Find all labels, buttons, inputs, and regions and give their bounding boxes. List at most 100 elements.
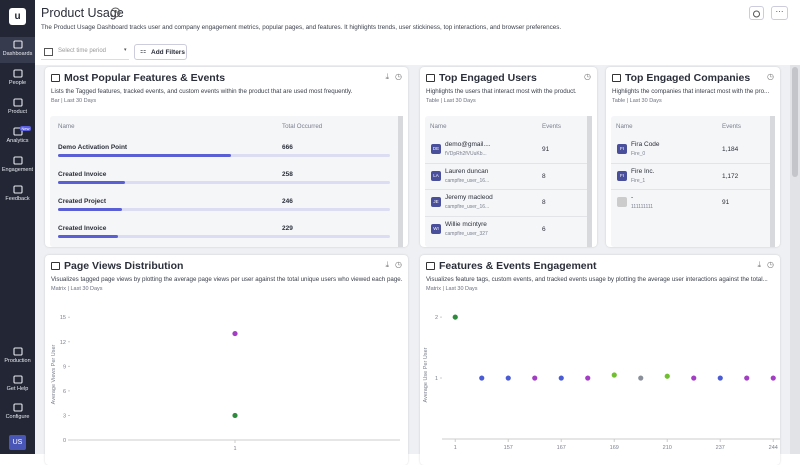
widget-description: Highlights the users that interact most …: [426, 88, 577, 95]
column-header: Name: [616, 123, 633, 130]
widget-description: Highlights the companies that interact m…: [612, 88, 770, 95]
widget-action[interactable]: ⤓: [757, 260, 761, 269]
y-tick-label: 9: [63, 364, 66, 370]
nav-item[interactable]: Configure: [0, 403, 35, 429]
scroll-track: [770, 116, 775, 247]
nav-label: Get Help: [6, 386, 29, 392]
data-point: [664, 373, 670, 379]
nav-label: Product: [8, 109, 27, 115]
sidebar: u Dashboards People Product Analytics New Eng…: [0, 0, 35, 454]
x-tick-label: 210: [663, 445, 672, 451]
widget-card: Page Views Distribution Visualizes tagged…: [45, 255, 408, 465]
nav-label: People: [8, 80, 27, 86]
row-id: Fire_1: [631, 177, 646, 184]
nav-item[interactable]: Feedback: [0, 182, 35, 208]
row-name: demo@gmail....: [445, 141, 491, 148]
nav-item[interactable]: Dashboards: [0, 37, 35, 63]
row-id: campfire_user_327: [445, 230, 488, 237]
avatar: FI: [617, 144, 627, 154]
row-divider: [425, 162, 587, 164]
data-point: [452, 314, 458, 320]
bar: [58, 154, 232, 157]
row-name: Willie mcintyre: [445, 220, 487, 228]
column-header: Name: [58, 123, 75, 130]
y-tick-label: 1: [435, 376, 438, 382]
data-point: [558, 375, 564, 381]
widget-action[interactable]: ⤓: [385, 72, 389, 81]
row-value: 666: [282, 144, 293, 151]
data-point: [770, 375, 776, 381]
nav-item[interactable]: Product: [0, 95, 35, 121]
row-name: Lauren duncan: [445, 167, 489, 175]
nav-item[interactable]: Analytics: [0, 124, 35, 150]
row-name: Created Invoice: [58, 225, 107, 232]
row-divider: [425, 215, 587, 217]
x-tick-label: 1: [233, 446, 236, 452]
nav-item[interactable]: Engagement: [0, 153, 35, 179]
row-events: 1,184: [722, 146, 739, 153]
row-events: 91: [542, 146, 550, 153]
data-point: [691, 375, 697, 381]
x-tick-label: 244: [769, 445, 778, 451]
bar: [58, 208, 122, 211]
nav-item[interactable]: Get Help: [0, 375, 35, 401]
column-header: Events: [542, 123, 561, 130]
widget-title: Top Engaged Companies: [625, 72, 751, 84]
table: Name Events DE demo@gmail.... fVDpRh2fVUuKb.…: [425, 116, 592, 247]
row-id: campfire_user_16...: [445, 177, 490, 184]
date-picker[interactable]: Select time period ▾: [41, 45, 129, 60]
widget-action[interactable]: ⤓: [385, 260, 389, 269]
more-button[interactable]: ···: [771, 6, 788, 20]
nav-label: Feedback: [5, 196, 30, 202]
help-icon[interactable]: ?: [110, 7, 121, 18]
widget-action[interactable]: ◷: [395, 260, 402, 269]
data-point: [479, 375, 485, 381]
chart: Average Views Per User 0 3 6 9 12 15 1: [51, 315, 400, 452]
table: Name Total Occurred Demo Activation Point 6…: [50, 116, 403, 247]
add-filters-button[interactable]: ⚏ Add Filters: [134, 44, 187, 60]
avatar: DE: [431, 144, 441, 154]
add-filters-label: Add Filters: [151, 49, 185, 56]
widget-action[interactable]: ◷: [584, 72, 591, 81]
y-tick-label: 6: [63, 389, 66, 395]
refresh-button[interactable]: [749, 6, 764, 20]
logo[interactable]: u: [9, 8, 26, 25]
scrollbar: [790, 65, 800, 454]
bar-track: [58, 235, 390, 238]
nav-item[interactable]: People: [0, 66, 35, 92]
nav-label: Dashboards: [2, 51, 33, 57]
row-value: 246: [282, 198, 293, 205]
widget-meta: Table | Last 30 Days: [612, 98, 662, 104]
widget-action[interactable]: ◷: [767, 260, 774, 269]
avatar: WI: [431, 223, 441, 234]
data-point: [232, 412, 238, 419]
widget-action[interactable]: ◷: [767, 72, 774, 81]
avatar: [617, 197, 627, 207]
widget-title: Most Popular Features & Events: [64, 72, 226, 84]
x-tick-label: 167: [557, 445, 566, 451]
avatar: JE: [431, 197, 441, 207]
row-events: 6: [542, 225, 546, 233]
row-divider: [611, 162, 770, 164]
data-point: [611, 372, 617, 378]
x-tick-label: 169: [610, 445, 619, 451]
y-tick-label: 3: [63, 413, 66, 419]
svg-text:?: ?: [114, 10, 118, 17]
y-axis-label: Average Use Per User: [423, 347, 429, 402]
row-id: campfire_user_16...: [445, 204, 490, 210]
widget-icon: [51, 262, 60, 270]
widget-description: Visualizes feature tags, custom events, …: [426, 276, 768, 283]
widget-action[interactable]: ◷: [395, 72, 402, 81]
bar-track: [58, 208, 390, 211]
nav-item[interactable]: Production: [0, 347, 35, 373]
data-point: [638, 375, 644, 381]
data-point: [717, 375, 723, 381]
row-divider: [611, 189, 770, 190]
row-divider: [425, 189, 587, 190]
widget-title: Top Engaged Users: [439, 72, 537, 84]
chart: Average Use Per User 1 2 1 157 167 169 210 237 24…: [423, 314, 780, 451]
user-avatar[interactable]: US: [9, 435, 26, 450]
nav-label: Engagement: [1, 167, 34, 173]
column-header: Total Occurred: [282, 123, 323, 130]
row-events: 8: [542, 199, 546, 206]
